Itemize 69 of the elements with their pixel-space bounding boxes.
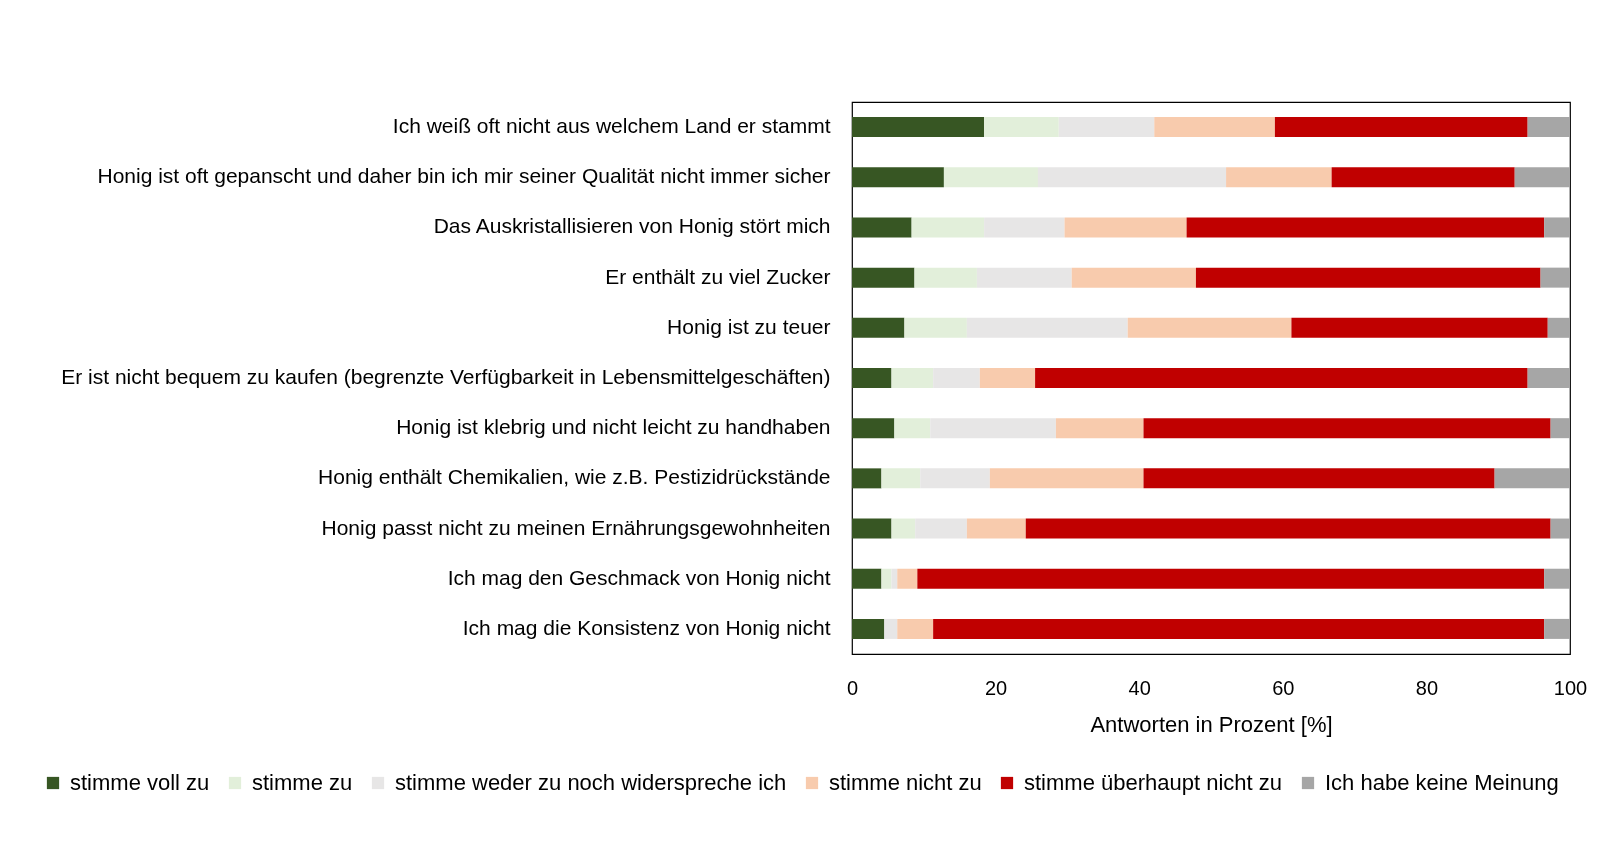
bar (989, 468, 1144, 489)
bar (1544, 217, 1570, 238)
bar (852, 368, 892, 388)
bar (1055, 418, 1144, 439)
legend-label: Ich habe keine Meinung (1325, 770, 1559, 795)
bar (852, 618, 885, 639)
bar (852, 167, 944, 188)
bar (1527, 368, 1570, 388)
bar (917, 568, 1545, 589)
bar (1186, 217, 1545, 238)
bar (852, 518, 892, 539)
bar (1291, 317, 1548, 338)
bar (852, 468, 882, 489)
bar (897, 568, 918, 589)
bar (852, 267, 915, 288)
legend-label: stimme überhaupt nicht zu (1024, 770, 1283, 795)
bar (1547, 317, 1570, 338)
bar (852, 217, 912, 238)
bar (852, 418, 895, 439)
y-tick-label: Honig passt nicht zu meinen Ernährungsgewohnheiten (321, 515, 831, 539)
legend-label: stimme zu (252, 770, 353, 795)
bar (1540, 267, 1570, 288)
bar (1550, 518, 1570, 539)
bar (1143, 418, 1551, 439)
y-tick-label: Honig enthält Chemikalien, wie z.B. Pestizidrückstände (318, 465, 831, 489)
y-tick-label: Ich weiß oft nicht aus welchem Land er stammt (392, 114, 831, 138)
bar (852, 568, 882, 589)
bar (1064, 217, 1187, 238)
x-axis-title: Antworten in Prozent [%] (1090, 711, 1333, 737)
bar (1127, 317, 1292, 338)
bar (1494, 468, 1570, 489)
y-tick-label: Ich mag die Konsistenz von Honig nicht (462, 615, 831, 639)
x-tick-label: 60 (1272, 676, 1295, 699)
legend-label: stimme weder zu noch widerspreche ich (395, 770, 787, 795)
y-tick-label: Er ist nicht bequem zu kaufen (begrenzte Verfügbarkeit in Lebensmittelgeschäften) (61, 365, 831, 388)
y-tick-label: Er enthält zu viel Zucker (605, 264, 831, 288)
bar (852, 117, 985, 138)
bar (1331, 167, 1515, 188)
bar (966, 518, 1026, 539)
bar (1226, 167, 1332, 188)
legend-label: stimme voll zu (70, 770, 210, 795)
y-tick-label: Honig ist zu teuer (667, 314, 831, 338)
bar (1544, 568, 1570, 589)
y-tick-label: Ich mag den Geschmack von Honig nicht (447, 565, 831, 589)
y-tick-label: Das Auskristallisieren von Honig stört mich (433, 214, 831, 238)
bar (1143, 468, 1495, 489)
y-tick-label: Honig ist klebrig und nicht leicht zu handhaben (396, 415, 831, 439)
legend-label: stimme nicht zu (829, 770, 982, 795)
bar (933, 618, 1545, 639)
x-tick-label: 20 (984, 676, 1008, 699)
bar (1527, 117, 1570, 138)
bar (1544, 618, 1570, 639)
x-tick-label: 40 (1128, 676, 1151, 699)
bar (897, 618, 934, 639)
bar (1154, 117, 1275, 138)
x-tick-label: 100 (1553, 676, 1588, 699)
bar (1035, 368, 1528, 388)
x-tick-label: 80 (1415, 676, 1439, 699)
y-tick-label: Honig ist oft gepanscht und daher bin ich mir seiner Qualität nicht immer sicher (97, 164, 831, 188)
bar (1071, 267, 1196, 288)
bar (884, 618, 898, 639)
bar (852, 317, 905, 338)
bar (1274, 117, 1528, 138)
bar (979, 368, 1036, 388)
bar (1514, 167, 1570, 188)
bar (1550, 418, 1570, 439)
x-tick-label: 0 (846, 676, 859, 699)
bar (1025, 518, 1551, 539)
bar (1195, 267, 1541, 288)
